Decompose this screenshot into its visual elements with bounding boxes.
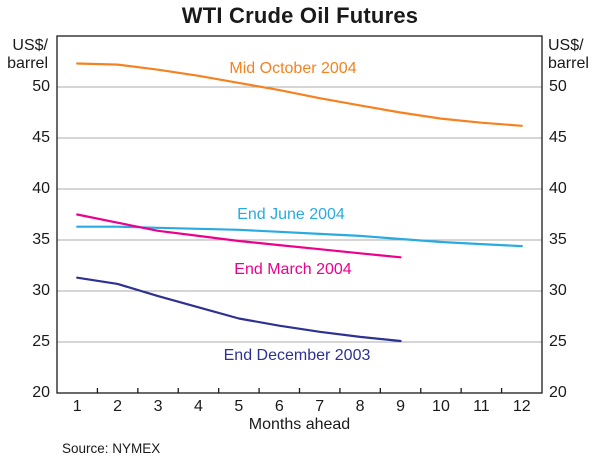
plot-frame — [56, 35, 543, 394]
source-note: Source: NYMEX — [62, 441, 161, 456]
x-tick-label-2: 2 — [113, 398, 123, 415]
series-line-0 — [76, 62, 523, 127]
y-axis-unit-left-line1: US$/ — [12, 37, 48, 54]
x-tick-label-1: 1 — [72, 398, 82, 415]
y-tick-label-left-25: 25 — [32, 333, 50, 350]
x-tick-label-12: 12 — [512, 398, 531, 415]
x-tick-label-11: 11 — [473, 398, 490, 415]
y-axis-unit-left-line2: barrel — [7, 55, 48, 72]
series-line-3 — [76, 276, 402, 343]
y-tick-label-left-35: 35 — [32, 231, 50, 248]
y-tick-label-left-20: 20 — [32, 384, 50, 401]
x-tick-label-8: 8 — [355, 398, 365, 415]
series-label-end-december-2003: End December 2003 — [223, 347, 371, 364]
y-axis-unit-right-line1: US$/ — [548, 37, 584, 54]
x-tick-label-6: 6 — [274, 398, 284, 415]
y-tick-label-right-50: 50 — [549, 78, 567, 95]
x-tick-label-10: 10 — [432, 398, 450, 415]
y-tick-label-right-25: 25 — [549, 333, 567, 350]
x-tick-label-9: 9 — [396, 398, 405, 415]
x-tick-label-5: 5 — [234, 398, 244, 415]
series-label-end-june-2004: End June 2004 — [237, 206, 345, 223]
chart-title: WTI Crude Oil Futures — [181, 3, 419, 28]
y-tick-label-right-20: 20 — [549, 384, 567, 401]
series-label-mid-october-2004: Mid October 2004 — [229, 60, 357, 77]
y-tick-label-right-35: 35 — [549, 231, 567, 248]
y-tick-label-left-45: 45 — [32, 129, 50, 146]
series-line-2 — [76, 213, 402, 259]
y-tick-label-left-30: 30 — [32, 282, 50, 299]
y-axis-unit-left: US$/ barrel — [0, 37, 48, 73]
y-axis-unit-right: US$/ barrel — [548, 37, 600, 73]
y-axis-unit-right-line2: barrel — [548, 55, 589, 72]
y-tick-label-right-45: 45 — [549, 129, 567, 146]
x-axis-title: Months ahead — [248, 416, 351, 433]
y-tick-label-left-50: 50 — [32, 78, 50, 95]
x-tick-label-4: 4 — [194, 398, 203, 415]
y-tick-label-left-40: 40 — [32, 180, 50, 197]
series-line-1 — [76, 225, 523, 248]
x-tick-label-7: 7 — [315, 398, 325, 415]
y-tick-label-right-30: 30 — [549, 282, 567, 299]
series-label-end-march-2004: End March 2004 — [234, 261, 352, 278]
y-tick-label-right-40: 40 — [549, 180, 567, 197]
x-tick-label-3: 3 — [153, 398, 163, 415]
